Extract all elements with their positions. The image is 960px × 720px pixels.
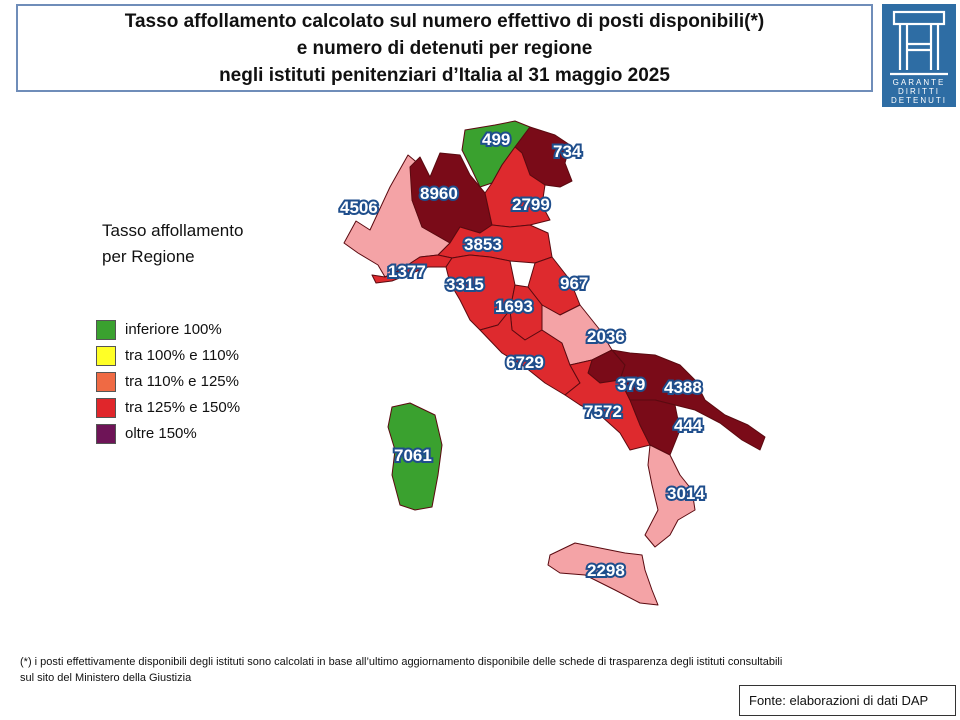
legend-label: inferiore 100% [125,321,222,338]
logo-text-1: GARANTE [892,78,946,87]
value-label-friuli: 734 [553,142,582,161]
logo-text-3: DETENUTI [891,96,947,105]
logo-text-2: DIRITTI [898,87,940,96]
value-label-marche: 967 [560,274,588,293]
value-label-liguria: 1377 [388,262,426,281]
value-label-abruzzo: 2036 [587,327,625,346]
region-sicilia [547,542,659,606]
legend-swatch [96,424,116,444]
value-label-puglia: 4388 [664,378,702,397]
value-label-calabria: 3014 [667,484,705,503]
footnote-line-2: sul sito del Ministero della Giustizia [20,672,192,684]
region-calabria [644,444,696,548]
garante-logo-icon [890,10,948,76]
legend-label: tra 125% e 150% [125,399,241,416]
legend-label: oltre 150% [125,425,197,442]
value-label-lazio: 6729 [506,353,544,372]
value-label-trentino: 499 [482,130,510,149]
legend-label: tra 110% e 125% [125,373,239,390]
region-sardegna [387,402,443,511]
value-label-molise: 379 [617,375,645,394]
legend-title: Tasso affollamento per Regione [102,221,244,266]
legend-swatch [96,320,116,340]
value-label-lombardia: 8960 [420,184,458,203]
title-line-2: e numero di detenuti per regione [296,37,593,59]
legend-swatch [96,372,116,392]
legend-swatch [96,398,116,418]
value-label-basilicata: 444 [674,416,703,435]
title-line-3: negli istituti penitenziari d’Italia al … [219,64,670,86]
value-label-sardegna: 7061 [394,446,432,465]
garante-logo: GARANTE DIRITTI DETENUTI [882,4,956,107]
value-label-campania: 7572 [584,402,622,421]
value-label-piemonte: 4506 [340,198,378,217]
value-label-toscana: 3315 [446,275,484,294]
legend-label: tra 100% e 110% [125,347,239,364]
value-label-sicilia: 2298 [587,561,625,580]
legend-swatch [96,346,116,366]
value-label-umbria: 1693 [495,297,533,316]
footnote: (*) i posti effettivamente disponibili d… [20,654,940,686]
source-box: Fonte: elaborazioni di dati DAP [739,685,956,716]
footnote-line-1: (*) i posti effettivamente disponibili d… [20,656,783,668]
title-box: Tasso affollamento calcolato sul numero … [16,4,873,92]
value-label-emilia: 3853 [464,235,502,254]
italy-map: 499 734 8960 4506 2799 3853 1377 3315 96… [338,120,766,606]
title-line-1: Tasso affollamento calcolato sul numero … [124,10,765,32]
region-basilicata [629,399,681,456]
value-label-veneto: 2799 [512,195,550,214]
